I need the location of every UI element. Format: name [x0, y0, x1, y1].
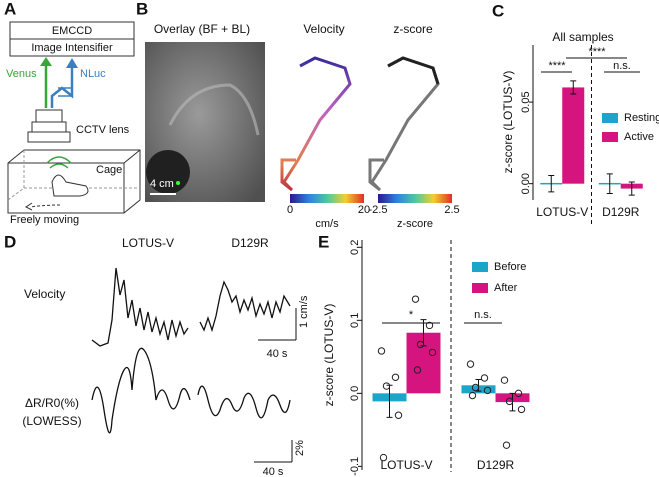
row-label: (LOWESS) — [22, 414, 81, 428]
y-tick-label: -0.1 — [349, 457, 361, 476]
label: EMCCD — [52, 25, 92, 37]
x-tick-label: LOTUS-V — [380, 458, 432, 472]
data-point — [517, 405, 526, 414]
imaging-panel: Overlay (BF + BL) 4 cm Velocity z-score … — [145, 22, 460, 230]
scale-label: 4 cm — [150, 178, 174, 190]
colorbar-unit: z-score — [397, 218, 433, 230]
data-point — [428, 348, 437, 357]
y-tick-label: 0.2 — [349, 240, 361, 255]
scale-label: 1 cm/s — [298, 295, 310, 328]
legend-swatch — [602, 132, 618, 142]
data-point — [391, 373, 400, 381]
image-title: Overlay (BF + BL) — [154, 22, 250, 36]
column-label: LOTUS-V — [122, 236, 174, 250]
panel-label: B — [136, 0, 148, 18]
column-label: D129R — [231, 236, 269, 250]
label: Venus — [6, 68, 37, 80]
data-point — [514, 389, 523, 398]
chart-title: All samples — [552, 30, 613, 44]
label: CCTV lens — [76, 124, 130, 136]
annotation: **** — [548, 60, 566, 72]
annotation: **** — [588, 46, 606, 58]
legend-swatch — [602, 113, 618, 123]
label: Freely moving — [10, 214, 79, 226]
colorbar-label: 0 — [287, 204, 293, 216]
legend-label: Active — [624, 131, 654, 143]
legend-label: Before — [494, 261, 526, 273]
data-point — [466, 360, 475, 368]
data-point — [382, 382, 391, 390]
x-tick-label: D129R — [477, 458, 515, 472]
panel-label: A — [4, 0, 16, 18]
data-point — [379, 453, 388, 462]
bar — [562, 87, 585, 184]
colorbar-label: 2.5 — [444, 204, 459, 216]
data-point — [483, 386, 492, 395]
colorbar-label: -2.5 — [369, 204, 388, 216]
legend-swatch — [472, 283, 488, 293]
data-point — [505, 397, 514, 406]
colorbar-label: 20 — [358, 204, 370, 216]
setup-diagram: EMCCD Image Intensifier Venus NLuc CCTV … — [6, 21, 141, 226]
error-bar — [606, 173, 613, 194]
x-tick-label: D129R — [602, 205, 640, 219]
label: Image Intensifier — [31, 42, 113, 54]
data-point — [500, 376, 509, 384]
panel-label: D — [4, 232, 16, 251]
error-bar — [628, 181, 635, 196]
y-tick-label: 0.1 — [349, 313, 361, 328]
error-bar — [570, 80, 577, 95]
y-tick-label: 0.00 — [520, 173, 532, 194]
label: NLuc — [80, 68, 106, 80]
data-point — [416, 340, 425, 349]
data-point — [425, 321, 434, 330]
data-point — [502, 441, 511, 449]
row-label: Velocity — [24, 287, 65, 301]
annotation: * — [409, 309, 414, 321]
y-tick-label: 0.0 — [349, 386, 361, 401]
annotation: n.s. — [613, 60, 631, 72]
x-tick-label: LOTUS-V — [536, 205, 588, 219]
data-point — [377, 347, 386, 355]
row-label: ΔR/R0(%) — [25, 396, 79, 410]
map-title: Velocity — [303, 22, 344, 36]
colorbar-unit: cm/s — [315, 218, 339, 230]
scale-label: 2% — [294, 440, 306, 456]
traces-panel: LOTUS-V D129R Velocity ΔR/R0(%) (LOWESS)… — [22, 236, 310, 477]
panel-label: C — [492, 1, 504, 20]
error-bar — [548, 175, 555, 193]
legend-label: Resting — [624, 112, 659, 124]
legend-label: After — [494, 282, 518, 294]
label: Cage — [96, 164, 122, 176]
data-point — [413, 366, 422, 374]
y-axis-label: z-score (LOTUS-V) — [501, 71, 515, 174]
scale-label: 40 s — [263, 466, 284, 477]
data-point — [411, 295, 420, 303]
data-point — [468, 391, 477, 400]
data-point — [471, 383, 480, 392]
data-point — [480, 374, 489, 382]
data-point — [394, 411, 403, 419]
y-axis-label: z-score (LOTUS-V) — [322, 304, 336, 407]
legend-swatch — [472, 262, 488, 272]
annotation: n.s. — [474, 309, 492, 321]
panel-label: E — [318, 232, 329, 251]
map-title: z-score — [393, 22, 433, 36]
y-tick-label: 0.05 — [520, 91, 532, 112]
scale-label: 40 s — [267, 348, 288, 360]
